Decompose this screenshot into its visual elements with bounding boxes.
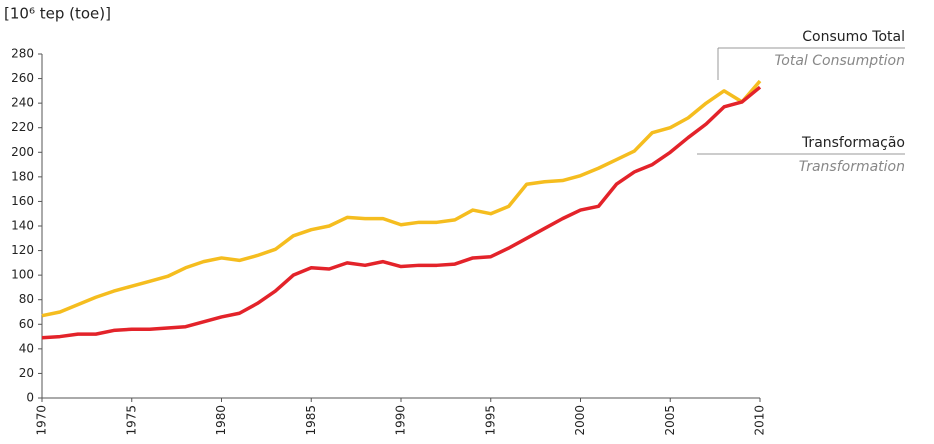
legend-label: Transformação <box>801 135 905 151</box>
y-tick-label: 180 <box>11 169 34 183</box>
x-tick-label: 1985 <box>304 405 318 436</box>
y-tick-label: 20 <box>19 366 34 380</box>
legend-label: Consumo Total <box>802 29 905 45</box>
y-tick-label: 80 <box>19 292 34 306</box>
y-tick-label: 40 <box>19 341 34 355</box>
legend-label-translation: Total Consumption <box>774 53 905 69</box>
y-tick-label: 200 <box>11 145 34 159</box>
y-tick-label: 280 <box>11 47 34 61</box>
y-tick-label: 100 <box>11 268 34 282</box>
legend-label-translation: Transformation <box>799 159 905 175</box>
y-tick-label: 140 <box>11 219 34 233</box>
y-tick-label: 260 <box>11 71 34 85</box>
x-tick-label: 2010 <box>753 405 767 436</box>
y-axis-label: [10⁶ tep (toe)] <box>4 5 111 23</box>
y-tick-label: 120 <box>11 243 34 257</box>
y-tick-label: 240 <box>11 96 34 110</box>
series-line <box>41 79 762 318</box>
series-line <box>41 85 762 340</box>
x-tick-label: 1975 <box>124 405 138 436</box>
y-tick-label: 0 <box>26 391 34 405</box>
y-tick-label: 220 <box>11 120 34 134</box>
x-tick-label: 1980 <box>214 405 228 436</box>
x-tick-label: 2005 <box>663 405 677 436</box>
y-tick-label: 60 <box>19 317 34 331</box>
y-tick-label: 160 <box>11 194 34 208</box>
x-tick-label: 2000 <box>573 405 587 436</box>
x-tick-label: 1995 <box>483 405 497 436</box>
x-tick-label: 1990 <box>394 405 408 436</box>
x-tick-label: 1970 <box>35 405 49 436</box>
